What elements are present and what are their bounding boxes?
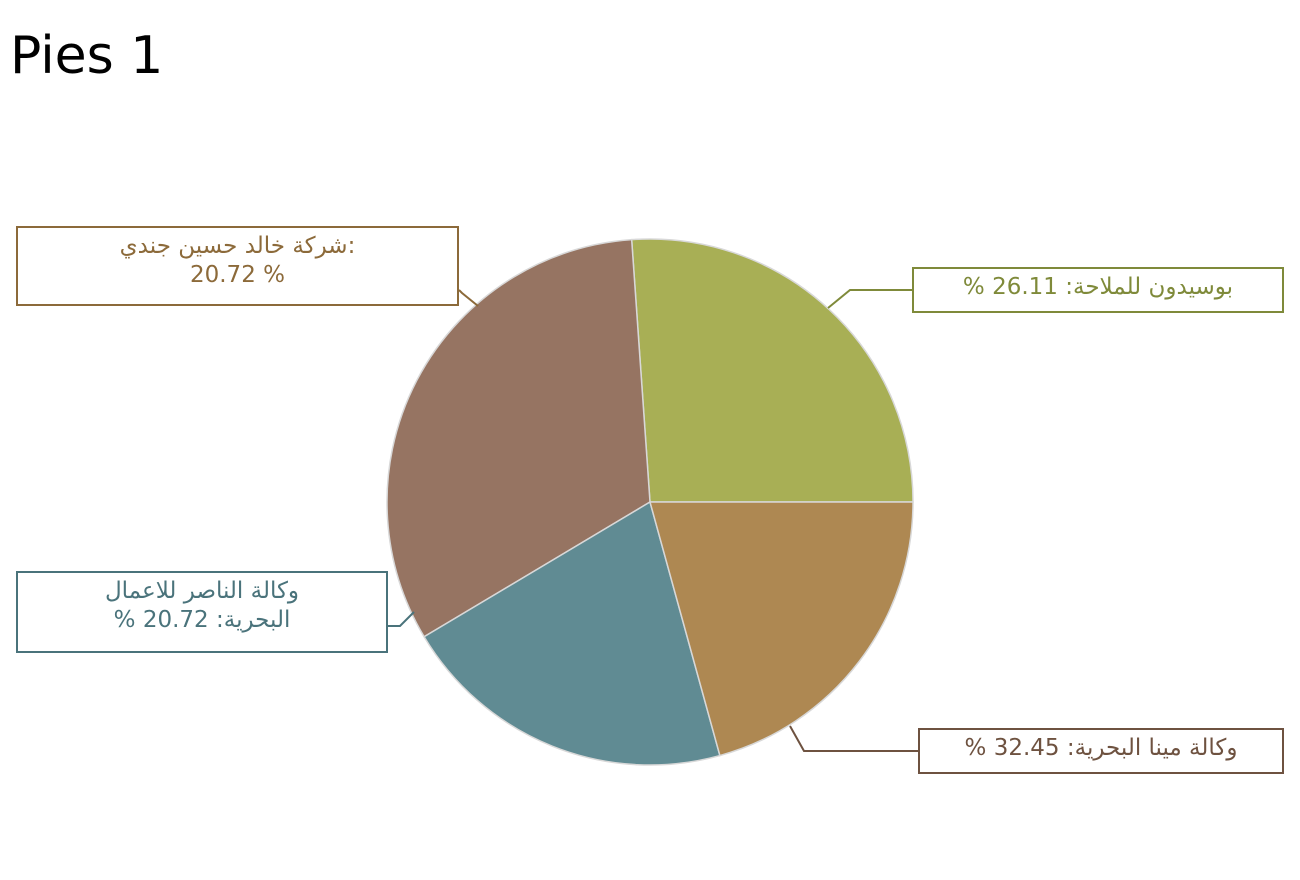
leader-line: [388, 611, 415, 627]
slice-callout: % بوسيدون للملاحة: 26.11: [912, 267, 1284, 313]
slice-callout: % وكالة مينا البحرية: 32.45: [918, 728, 1284, 774]
leader-line: [458, 289, 479, 307]
slice-callout: وكالة الناصر للاعمال% البحرية: 20.72: [16, 571, 388, 653]
slice-label: % وكالة مينا البحرية: 32.45: [964, 735, 1238, 761]
slice-label: % البحرية: 20.72: [113, 606, 291, 633]
pie-slice: [630, 238, 914, 503]
pie-slice: [649, 501, 914, 757]
slice-label: % بوسيدون للملاحة: 26.11: [962, 274, 1234, 300]
slice-label: وكالة الناصر للاعمال: [104, 578, 300, 604]
pie-slice: [423, 500, 721, 766]
leader-line: [789, 725, 918, 752]
pie-slice: [386, 238, 651, 638]
slice-label: 20.72 %: [189, 261, 285, 288]
slice-label: شركة خالد حسين جندي:: [119, 233, 356, 259]
leader-line: [827, 289, 912, 309]
chart-title: Pies 1: [10, 26, 164, 86]
slice-callout: شركة خالد حسين جندي: 20.72 %: [16, 226, 459, 306]
